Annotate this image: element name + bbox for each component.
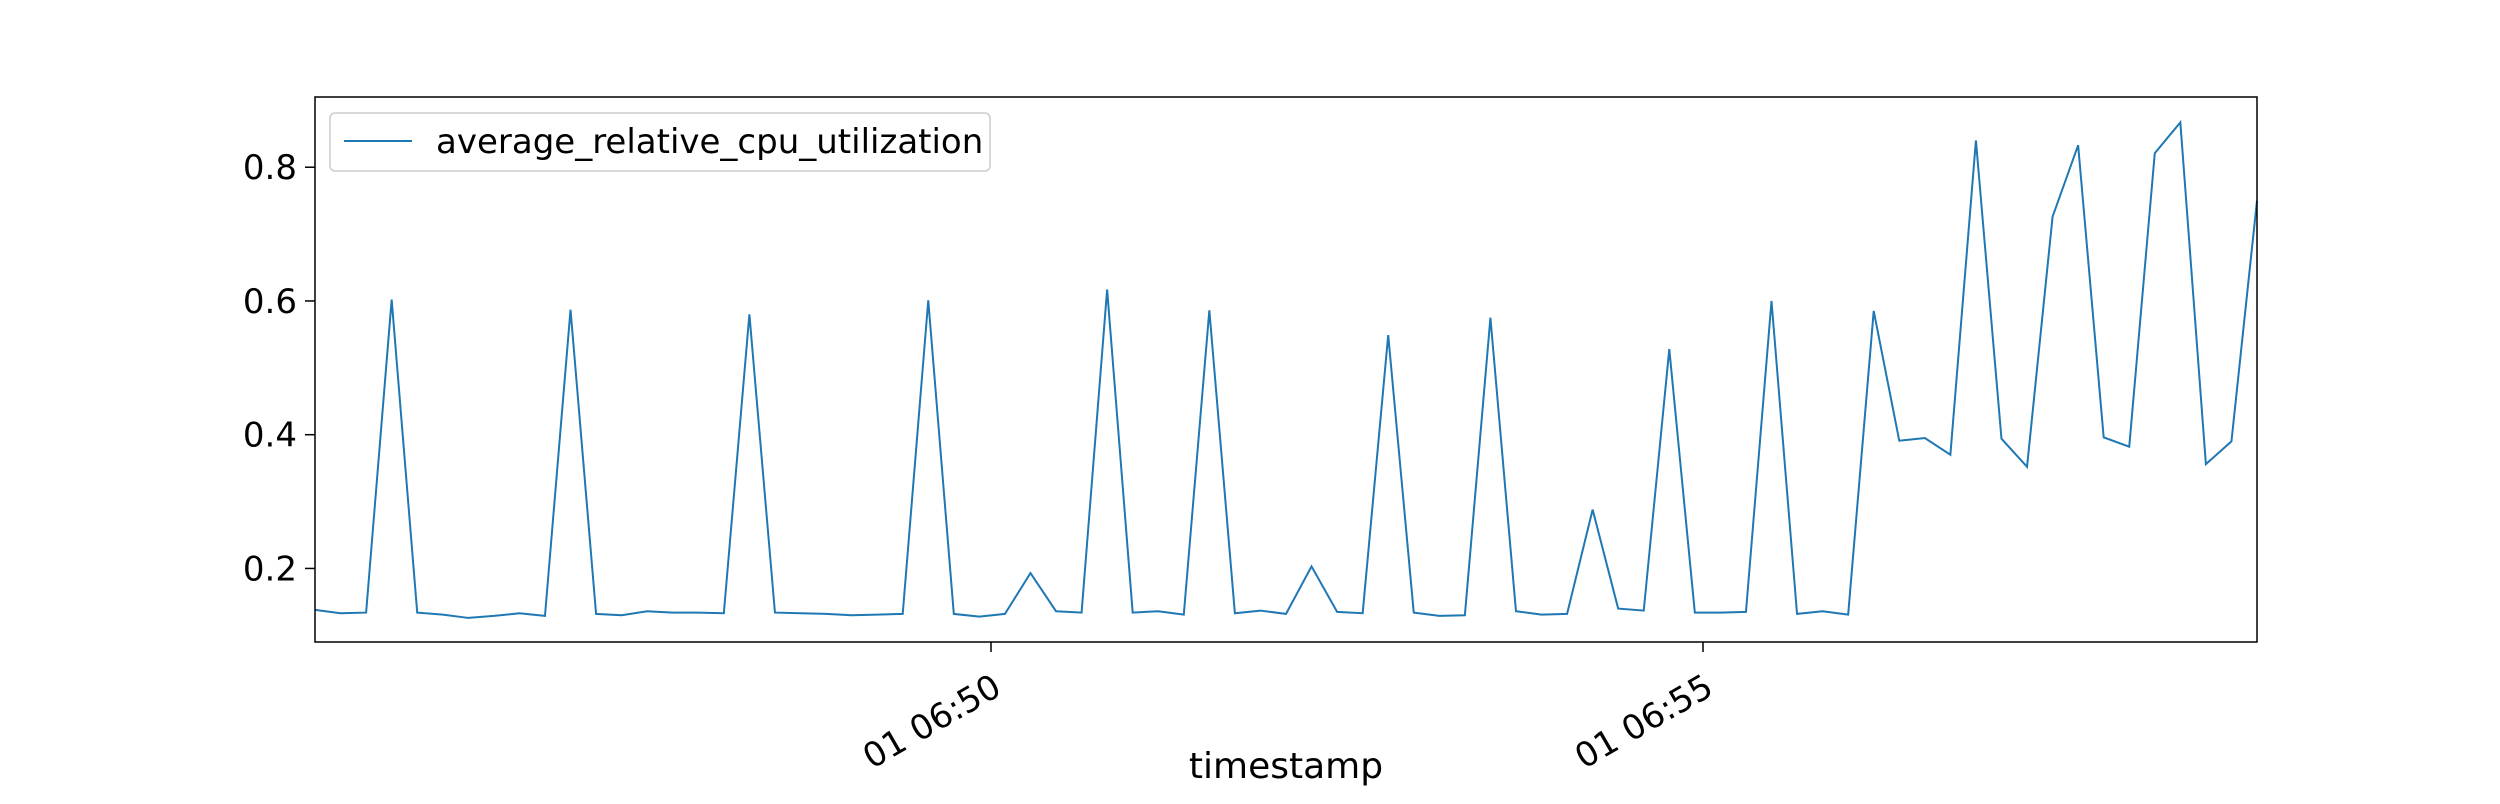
legend-label: average_relative_cpu_utilization xyxy=(436,122,983,162)
x-axis-label: timestamp xyxy=(1189,746,1383,787)
plot-frame xyxy=(314,96,2258,643)
y-tick-label: 0.8 xyxy=(243,148,297,188)
y-tick-label: 0.4 xyxy=(243,416,297,456)
y-tick-label: 0.6 xyxy=(243,282,297,322)
y-tick-label: 0.2 xyxy=(243,549,297,589)
x-tick-label: 01 06:50 xyxy=(856,667,1008,778)
series-layer xyxy=(314,119,2258,619)
legend: average_relative_cpu_utilization xyxy=(329,112,991,172)
legend-box xyxy=(329,112,991,172)
x-tick-label: 01 06:55 xyxy=(1568,667,1720,778)
y-axis: 0.2 0.4 0.6 0.8 xyxy=(243,148,315,589)
plot-area xyxy=(315,97,2257,642)
series-line xyxy=(314,119,2258,619)
